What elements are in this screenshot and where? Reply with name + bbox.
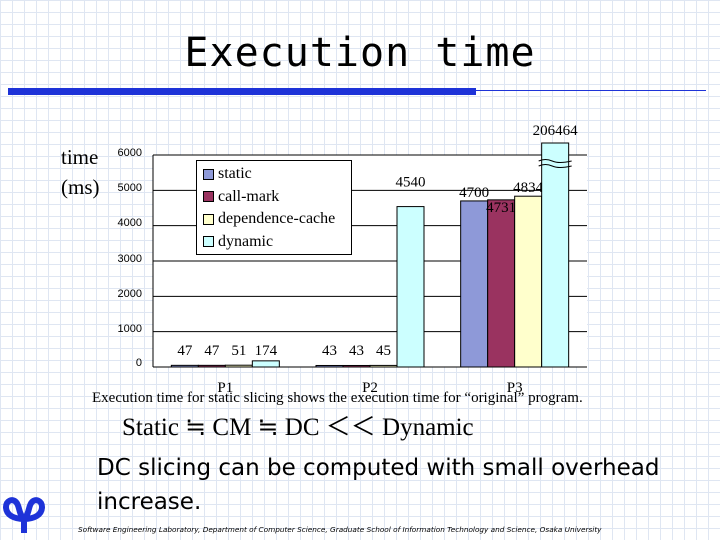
- legend-label-call-mark: call-mark: [218, 187, 280, 205]
- y-tick-3000: 3000: [117, 253, 142, 265]
- data-label-dependence-cache-P1: 51: [231, 343, 246, 359]
- legend-item-dependence-cache: dependence-cache: [203, 208, 351, 231]
- y-tick-5000: 5000: [117, 182, 142, 194]
- footer-affiliation: Software Engineering Laboratory, Departm…: [78, 525, 602, 534]
- data-label-dynamic-P1: 174: [255, 343, 278, 359]
- conclusion-note: DC slicing can be computed with small ov…: [97, 455, 660, 515]
- data-label-static-P2: 43: [322, 343, 337, 359]
- legend-swatch-dependence-cache: [203, 213, 214, 225]
- data-label-static-P3: 4700: [459, 185, 489, 201]
- legend-item-dynamic: dynamic: [203, 231, 351, 254]
- data-label-call-mark-P3: 4731: [486, 200, 516, 216]
- data-label-dependence-cache-P3: 4834: [513, 180, 544, 196]
- bar-call-mark-P2: [342, 364, 371, 368]
- chart-caption: Execution time for static slicing shows …: [92, 390, 583, 406]
- title-underline-bar: [8, 88, 476, 95]
- bar-dynamic-P1: [251, 360, 280, 368]
- y-axis-label-line2: (ms): [61, 175, 100, 199]
- bar-dynamic-P2: [396, 206, 425, 368]
- data-label-dependence-cache-P2: 45: [376, 343, 391, 359]
- slide-title: Execution time: [184, 30, 536, 76]
- bar-static-P1: [170, 364, 199, 368]
- y-tick-1000: 1000: [117, 323, 142, 335]
- university-logo-icon: [3, 497, 45, 533]
- data-label-static-P1: 47: [177, 343, 193, 359]
- bar-dependence-cache-P3: [514, 195, 543, 368]
- chart-legend: static call-mark dependence-cache dynami…: [196, 160, 352, 255]
- legend-label-dependence-cache: dependence-cache: [218, 210, 336, 228]
- category-label-P3: P3: [507, 380, 523, 396]
- legend-item-call-mark: call-mark: [203, 186, 351, 209]
- legend-swatch-call-mark: [203, 191, 214, 203]
- y-tick-6000: 6000: [117, 147, 142, 159]
- category-label-P2: P2: [362, 380, 378, 396]
- bar-call-mark-P3: [487, 199, 516, 368]
- category-label-P1: P1: [217, 380, 233, 396]
- y-tick-0: 0: [135, 357, 142, 369]
- axis-break-mark-lower: [538, 164, 572, 168]
- bar-static-P2: [315, 364, 344, 368]
- bar-dependence-cache-P2: [369, 364, 398, 368]
- bar-static-P3: [460, 200, 489, 368]
- data-label-call-mark-P2: 43: [349, 343, 364, 359]
- y-tick-4000: 4000: [117, 217, 142, 229]
- data-label-dynamic-P3: 206464: [533, 123, 579, 139]
- bar-dependence-cache-P1: [224, 364, 253, 368]
- summary-comparison: Static ≒ CM ≒ DC ＜＜ Dynamic: [122, 414, 474, 441]
- legend-label-static: static: [218, 165, 252, 183]
- bar-call-mark-P1: [197, 364, 226, 368]
- legend-swatch-static: [203, 168, 214, 180]
- data-label-call-mark-P1: 47: [204, 343, 220, 359]
- legend-item-static: static: [203, 163, 351, 186]
- axis-break-mark-upper: [538, 159, 572, 163]
- title-underline-line: [476, 90, 706, 91]
- bar-dynamic-P3: [541, 142, 570, 368]
- legend-label-dynamic: dynamic: [218, 232, 274, 250]
- y-axis-label-line1: time: [61, 145, 99, 169]
- data-label-dynamic-P2: 4540: [396, 175, 426, 191]
- y-tick-2000: 2000: [117, 288, 142, 300]
- legend-swatch-dynamic: [203, 236, 214, 248]
